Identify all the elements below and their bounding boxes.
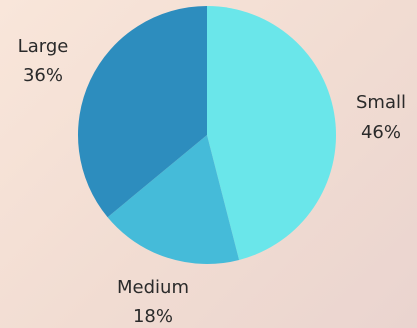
pie-slice-medium: [107, 135, 240, 264]
pie-slice-small: [207, 6, 336, 260]
slice-label-medium: Medium: [117, 277, 189, 298]
slice-label-large: Large: [18, 36, 69, 57]
pie-slices: [78, 6, 336, 264]
pie-labels: Small 46% Medium 18% Large 36%: [18, 36, 406, 327]
pie-slice-large: [78, 6, 207, 218]
slice-value-large: 36%: [23, 65, 63, 86]
slice-label-small: Small: [356, 92, 406, 113]
slice-value-medium: 18%: [133, 306, 173, 327]
slice-value-small: 46%: [361, 122, 401, 143]
